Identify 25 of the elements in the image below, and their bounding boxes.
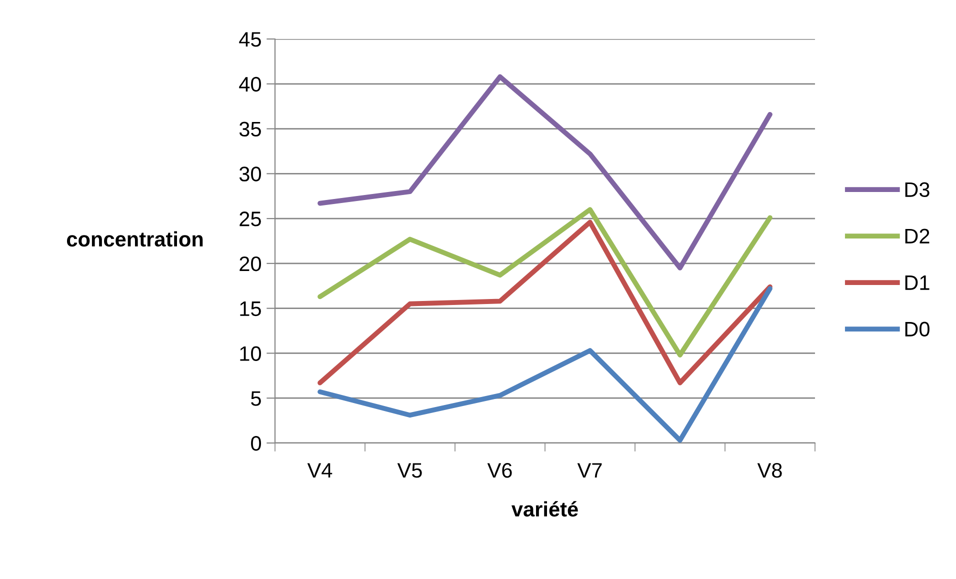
- legend-label: D3: [905, 182, 930, 198]
- x-tick-label: V7: [577, 463, 602, 478]
- x-tick-label: V8: [757, 462, 782, 478]
- y-tick-label: 5: [251, 391, 261, 406]
- legend-label: D2: [905, 228, 930, 244]
- line-series: [318, 286, 772, 443]
- line-series: [318, 74, 772, 270]
- y-tick-label: 20: [240, 256, 261, 272]
- x-tick-label: V6: [487, 462, 512, 478]
- y-tick-label: 45: [239, 32, 261, 47]
- x-tick-label: V5: [397, 463, 422, 478]
- line-series: [318, 207, 772, 358]
- y-axis-title: concentration: [66, 231, 203, 247]
- y-tick-label: 25: [240, 212, 261, 226]
- y-tick-label: 10: [240, 346, 261, 361]
- y-tick-label: 40: [239, 76, 261, 92]
- legend-label: D1: [905, 276, 930, 290]
- x-axis-title: variété: [511, 501, 578, 517]
- y-tick-label: 35: [239, 122, 261, 137]
- x-tick-label: V4: [307, 463, 332, 478]
- y-tick-label: 30: [239, 166, 261, 182]
- y-tick-label: 15: [240, 302, 261, 316]
- line-series: [318, 220, 772, 386]
- y-tick-label: 0: [251, 436, 261, 451]
- legend-label: D0: [905, 322, 930, 337]
